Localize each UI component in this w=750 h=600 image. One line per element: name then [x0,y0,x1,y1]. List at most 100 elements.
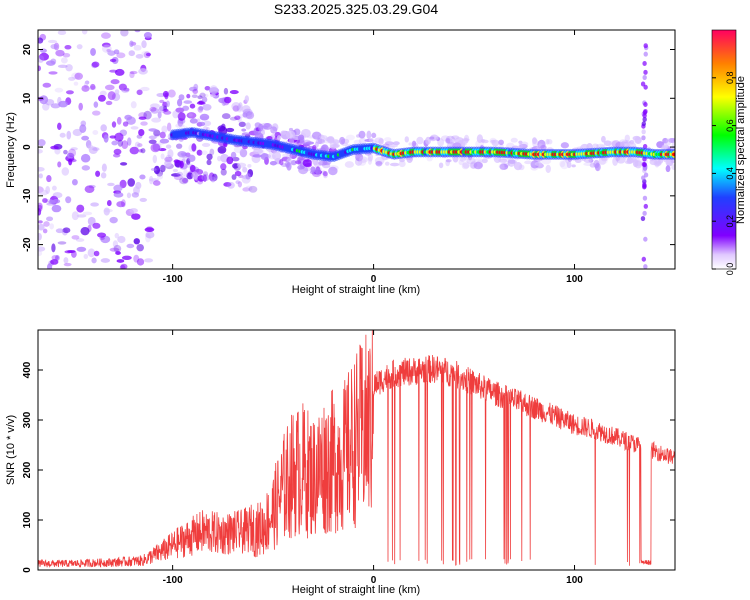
y-tick-label: 0 [22,567,33,573]
spectrogram-blob [114,68,125,76]
spectrogram-blob [55,255,60,261]
spectrogram-blob [38,250,43,257]
spectrogram-blob [245,122,251,130]
spectrogram-blob [71,250,77,258]
spectrogram-blob [408,142,413,146]
spectrogram-blob [332,143,340,148]
spectrogram-blob [276,135,282,141]
spectrogram-blob [201,96,208,103]
snr-axes: -100 0 100 0 100 200 300 400 [22,330,675,586]
spectrogram-blob [480,139,486,143]
spectrogram-blob [63,149,68,155]
spectrogram-blob [203,93,209,98]
spectrogram-blob [234,115,241,121]
spectrogram-blob [137,143,143,148]
spectrogram-blob [425,136,431,145]
spectrogram-blob [50,259,59,265]
spectrogram-blob [45,185,50,195]
spectrogram-blob [269,160,277,166]
spectrogram-blob [201,173,210,182]
spectrogram-blob [285,161,290,168]
spectrogram-blob [138,112,148,119]
spectrogram-blob [150,167,157,172]
spectrogram-blob [279,159,284,166]
spectrogram-blob [241,132,250,136]
spectrogram-blob [87,216,96,226]
spectrogram-blob [189,118,198,124]
spectrogram-blob [138,68,148,75]
spectrogram-blob [317,137,323,145]
spectrogram-blob [38,55,45,63]
spectrogram-blob [285,130,296,139]
spectrogram-blob [38,223,45,231]
spectrogram-blob [87,248,96,258]
spectrogram-blob [355,152,364,162]
spectrogram-blob [63,257,69,264]
spectrogram-blob [499,163,505,171]
spectrogram-blob [55,228,64,234]
spectrogram-blob [375,160,383,167]
spectrogram-blob [57,64,68,69]
spectrogram-blob [462,161,470,169]
spectrogram-blob [295,160,302,165]
colorbar-label: Normalized spectral amplitude [735,76,747,224]
spectrogram-blob [152,143,160,152]
spectrogram-blob [136,258,145,266]
spectrogram-blob [473,158,484,163]
spectrogram-blob [198,106,204,111]
spectrogram-blob [134,30,141,33]
spectrogram-blob [384,137,392,142]
spectrogram-blob [223,182,232,187]
spectrogram-blob [186,93,191,99]
spectrogram-blob [220,168,227,176]
spectrogram-blob [120,30,129,37]
spectrogram-blob [189,103,196,109]
spectrogram-blob [507,159,517,164]
colorbar-tick-label: 0.0 [725,263,735,276]
spectrogram-blob [131,213,141,220]
spectrogram-blob [175,143,183,149]
spectrogram-blob [165,100,170,108]
spectrogram-blob [244,95,250,103]
spectrogram-blob [595,162,600,171]
spectrogram-blob [100,235,111,244]
spectrogram-blob [643,69,648,75]
spectrogram-blob [130,126,139,130]
spectrogram-blob [81,135,90,141]
spectrogram-blob [416,136,424,145]
spectrogram-blob [641,129,646,135]
spectrogram-blob [191,143,197,152]
spectrogram-blob [93,250,100,257]
spectrogram-blob [260,152,269,161]
spectrogram-blob [510,137,518,143]
spectrogram-blob [71,178,78,186]
spectrogram-blob [634,136,642,144]
spectrogram-blob [399,158,405,163]
colorbar-tick-label: 0.8 [725,72,735,85]
spectrogram-blob [258,123,264,132]
spectrogram-blob [51,255,59,261]
spectrogram-blob [148,139,157,145]
spectrogram-blob [72,128,83,137]
spectrogram-blob [191,94,198,99]
spectrogram-blob [84,185,95,193]
spectrogram-blob [136,243,144,252]
spectrogram-blob [87,144,94,151]
spectrogram-blob [54,87,64,93]
spectrogram-blob [121,255,132,261]
spectrogram-blob [150,107,159,114]
spectrogram-blob [311,131,322,140]
spectrogram-blob [179,174,185,179]
spectrogram-blob [242,112,248,118]
spectrogram-blob [619,139,628,144]
spectrogram-blob [665,138,672,146]
spectrogram-blob [68,76,76,81]
spectrogram-blob [50,145,59,150]
spectrogram-blob [38,65,41,72]
spectrogram-blob [47,263,53,269]
spectrogram-blob [220,163,227,171]
spectrogram-blob [301,128,311,138]
spectrogram-blob [38,204,43,212]
spectrogram-blob [50,43,58,50]
